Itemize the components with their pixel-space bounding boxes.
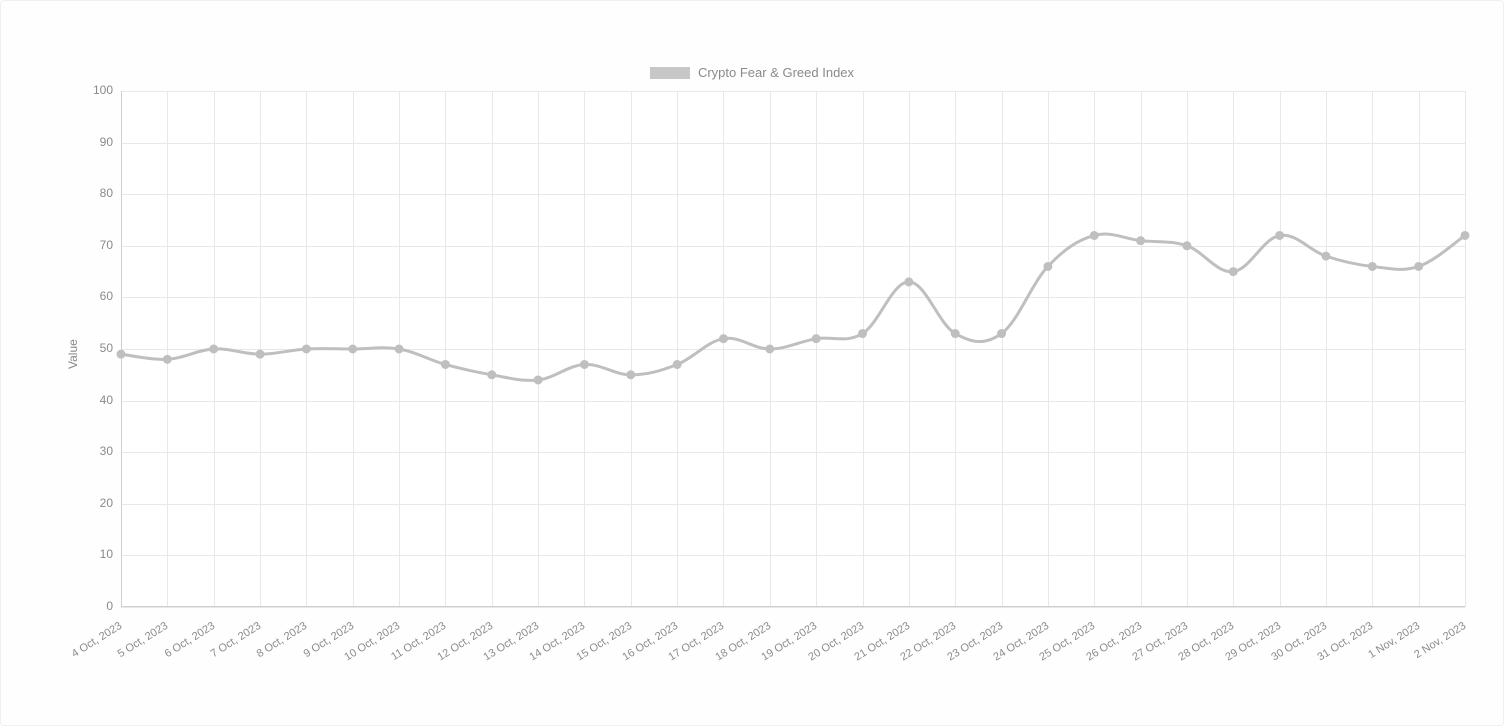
series-marker <box>1461 231 1469 239</box>
y-tick-label: 50 <box>81 341 113 355</box>
series-marker <box>1276 231 1284 239</box>
x-tick-label: 6 Oct, 2023 <box>162 620 217 660</box>
series-marker <box>1183 242 1191 250</box>
x-tick-label: 1 Nov, 2023 <box>1366 620 1422 661</box>
series-marker <box>1229 268 1237 276</box>
series-marker <box>349 345 357 353</box>
series-marker <box>1090 231 1098 239</box>
y-tick-label: 80 <box>81 186 113 200</box>
series-marker <box>395 345 403 353</box>
series-marker <box>812 335 820 343</box>
series-line <box>121 234 1465 380</box>
series-marker <box>627 371 635 379</box>
y-tick-label: 20 <box>81 496 113 510</box>
series-marker <box>766 345 774 353</box>
gridline-h <box>121 607 1465 608</box>
series-svg <box>121 91 1465 607</box>
series-marker <box>1322 252 1330 260</box>
series-marker <box>1044 262 1052 270</box>
series-marker <box>534 376 542 384</box>
y-tick-label: 90 <box>81 135 113 149</box>
series-marker <box>441 360 449 368</box>
series-marker <box>1415 262 1423 270</box>
chart-container: Crypto Fear & Greed Index Value 0 10 20 30 4… <box>0 0 1504 726</box>
series-marker <box>719 335 727 343</box>
series-marker <box>1368 262 1376 270</box>
x-tick-label: 8 Oct, 2023 <box>255 620 310 660</box>
series-marker <box>859 330 867 338</box>
series-marker <box>488 371 496 379</box>
series-marker <box>117 350 125 358</box>
series-marker <box>1137 237 1145 245</box>
plot-area <box>121 91 1465 607</box>
y-tick-label: 30 <box>81 444 113 458</box>
x-tick-label: 4 Oct, 2023 <box>70 620 125 660</box>
series-marker <box>580 360 588 368</box>
gridline-v <box>1465 91 1466 607</box>
y-tick-label: 100 <box>81 83 113 97</box>
y-tick-label: 60 <box>81 289 113 303</box>
series-marker <box>302 345 310 353</box>
series-marker <box>905 278 913 286</box>
series-marker <box>256 350 264 358</box>
y-tick-label: 40 <box>81 393 113 407</box>
x-tick-label: 2 Nov, 2023 <box>1412 620 1468 661</box>
y-tick-label: 70 <box>81 238 113 252</box>
series-marker <box>951 330 959 338</box>
y-tick-label: 10 <box>81 547 113 561</box>
series-marker <box>210 345 218 353</box>
legend-label: Crypto Fear & Greed Index <box>698 65 854 80</box>
x-tick-label: 7 Oct, 2023 <box>209 620 264 660</box>
y-tick-label: 0 <box>81 599 113 613</box>
series-marker <box>673 360 681 368</box>
y-axis-title: Value <box>66 339 80 369</box>
series-marker <box>163 355 171 363</box>
legend-swatch <box>650 67 690 79</box>
legend: Crypto Fear & Greed Index <box>650 65 854 80</box>
series-marker <box>998 330 1006 338</box>
x-tick-label: 5 Oct, 2023 <box>116 620 171 660</box>
